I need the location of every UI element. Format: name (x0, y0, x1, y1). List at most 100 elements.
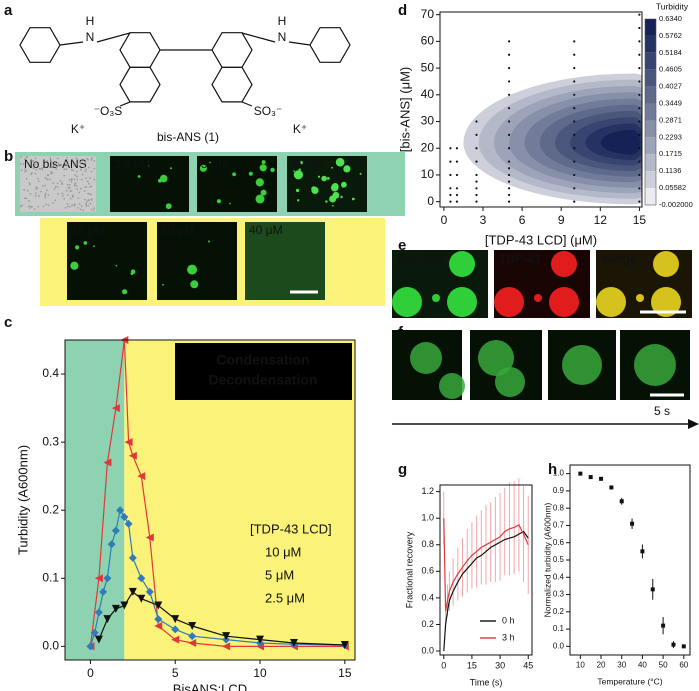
noise (87, 199, 90, 201)
sample-point (507, 173, 511, 177)
data-point (619, 499, 624, 504)
noise (35, 195, 37, 197)
noise (31, 172, 33, 174)
droplet (162, 283, 164, 286)
data-point (671, 642, 676, 647)
noise (66, 156, 68, 159)
droplet (255, 194, 265, 204)
noise (54, 199, 57, 202)
droplet (261, 160, 266, 165)
noise (47, 174, 49, 177)
x-tick-label: 60 (679, 661, 688, 670)
droplet (549, 287, 579, 317)
y-tick-label: 0.9 (553, 486, 565, 495)
noise (52, 182, 54, 184)
noise (85, 168, 87, 171)
colorbar-label: 0.05582 (659, 183, 686, 192)
ring (119, 66, 161, 103)
sample-point (573, 107, 576, 110)
noise (80, 178, 83, 181)
noise (89, 203, 92, 205)
noise (53, 188, 56, 190)
sample-point (449, 173, 452, 177)
noise (54, 186, 57, 188)
droplet (297, 199, 300, 202)
sample-point (573, 200, 576, 203)
annotation: Decondensation (209, 372, 318, 388)
sample-point (638, 26, 641, 30)
noise (20, 169, 23, 171)
bond (96, 32, 131, 43)
noise (71, 158, 74, 161)
noise (23, 197, 26, 199)
sample-point (573, 93, 576, 96)
droplet (248, 171, 253, 176)
micrograph-label: 15 μM (71, 223, 105, 237)
sample-point (507, 147, 511, 150)
colorbar-band (645, 19, 656, 36)
data-point (256, 635, 265, 644)
droplet (70, 261, 79, 270)
noise (93, 178, 96, 181)
noise (69, 186, 71, 189)
noise (24, 168, 26, 170)
droplet (137, 175, 141, 178)
droplet (432, 294, 440, 302)
x-tick-label: 30 (495, 661, 505, 671)
atom: N (278, 30, 287, 44)
noise (42, 205, 45, 208)
noise (31, 160, 33, 162)
plot-frame (569, 464, 691, 656)
y-axis-label: [bis-ANS] (μM) (397, 67, 412, 153)
x-tick-label: 15 (338, 666, 352, 680)
panel-label: e (398, 237, 406, 254)
colorbar-band (645, 188, 656, 205)
atom: K⁺ (293, 122, 307, 136)
droplet (325, 200, 328, 203)
annotation-box (175, 343, 352, 400)
sample-point (507, 107, 511, 110)
y-tick-label: 50 (421, 60, 435, 74)
noise (28, 200, 30, 202)
droplet (187, 264, 198, 275)
legend-label: 5 μM (265, 567, 294, 582)
noise (41, 168, 43, 171)
noise (75, 185, 78, 187)
droplet (332, 191, 340, 199)
colorbar-band (645, 86, 656, 104)
noise (69, 184, 71, 186)
sample-point (573, 160, 576, 163)
data-point (681, 644, 686, 649)
noise (88, 193, 90, 195)
noise (55, 168, 58, 170)
noise (86, 158, 88, 160)
data-point (171, 635, 180, 644)
y-tick-label: 0.2 (421, 619, 434, 629)
time-label: 5 s (654, 404, 670, 418)
noise (46, 189, 48, 192)
data-point (90, 628, 99, 637)
data-point (111, 526, 120, 535)
y-tick-label: 0.3 (553, 590, 565, 599)
noise (77, 197, 79, 199)
colorbar-band (645, 120, 656, 138)
noise (72, 169, 74, 172)
noise (44, 194, 46, 197)
data-point (650, 587, 655, 592)
micrograph (245, 222, 325, 300)
data-point (154, 621, 163, 630)
droplet (260, 189, 267, 196)
data-point (609, 485, 614, 490)
noise (73, 183, 76, 186)
droplet (317, 175, 321, 178)
data-point (86, 642, 95, 651)
sample-point (475, 180, 478, 183)
noise (47, 194, 50, 196)
micrograph-label: Merge (601, 252, 637, 266)
data-point (289, 638, 298, 647)
structure-caption: bis-ANS (1) (157, 130, 219, 144)
noise (73, 178, 76, 181)
noise (37, 177, 39, 180)
noise (56, 182, 59, 185)
colorbar-label: 0.6340 (659, 14, 682, 23)
